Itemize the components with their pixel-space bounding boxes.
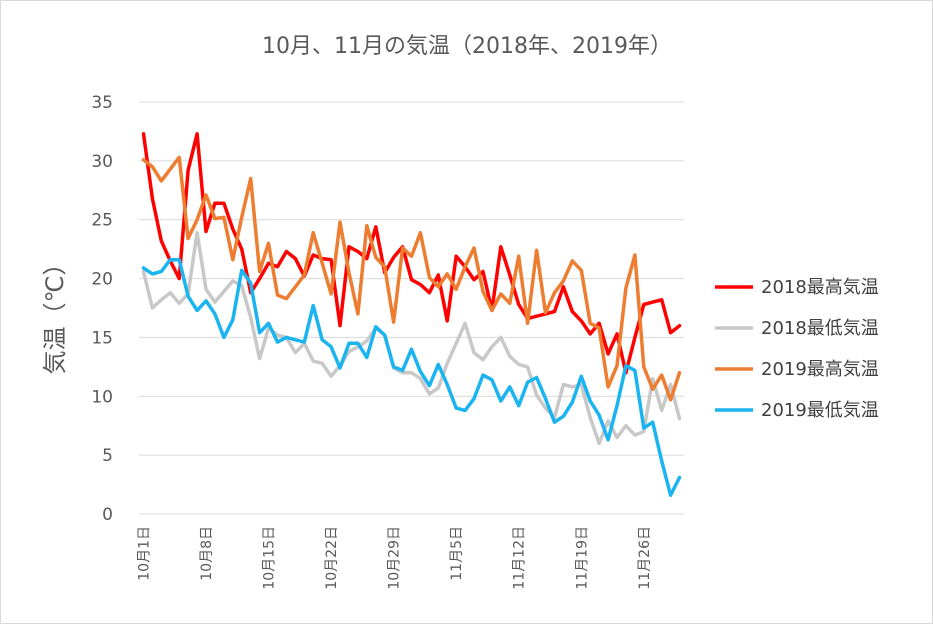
legend-entry: 2019最低気温	[761, 400, 879, 421]
legend-entry: 2019最高気温	[761, 359, 879, 380]
y-tick-label: 30	[91, 152, 113, 172]
x-tick-label: 10月1日	[136, 526, 152, 581]
x-axis-ticks: 10月1日 10月8日 10月15日 10月22日 10月29日 11月5日 11月12日 1…	[136, 526, 652, 590]
x-tick-label: 11月5日	[449, 526, 465, 581]
legend-entry: 2018最低気温	[761, 318, 879, 339]
series-line-3	[141, 155, 682, 402]
series-line-4	[141, 257, 682, 497]
y-tick-label: 10	[91, 387, 113, 407]
series-line-1	[141, 132, 682, 375]
y-axis-ticks: 0 5 10 15 20 25 30 35	[91, 93, 113, 525]
x-tick-label: 10月29日	[387, 526, 403, 590]
y-tick-label: 20	[91, 270, 113, 290]
y-tick-label: 35	[91, 93, 113, 113]
x-tick-label: 11月19日	[574, 526, 590, 590]
x-tick-label: 10月22日	[324, 526, 340, 590]
y-tick-label: 15	[91, 328, 113, 348]
legend-entry: 2018最高気温	[761, 277, 879, 298]
y-axis-label: 気温（℃）	[41, 252, 69, 375]
gridlines	[139, 101, 684, 515]
y-tick-label: 25	[91, 211, 113, 231]
series-line-2	[141, 230, 682, 446]
chart-title: 10月、11月の気温（2018年、2019年）	[262, 34, 672, 59]
x-tick-label: 10月8日	[199, 526, 215, 581]
legend: 2018最高気温 2018最低気温 2019最高気温 2019最低気温	[715, 277, 879, 421]
y-tick-label: 5	[102, 446, 113, 466]
y-tick-label: 0	[102, 505, 113, 525]
x-tick-label: 10月15日	[262, 526, 278, 590]
x-tick-label: 11月12日	[512, 526, 528, 590]
series-lines	[141, 132, 682, 497]
x-tick-label: 11月26日	[637, 526, 653, 590]
